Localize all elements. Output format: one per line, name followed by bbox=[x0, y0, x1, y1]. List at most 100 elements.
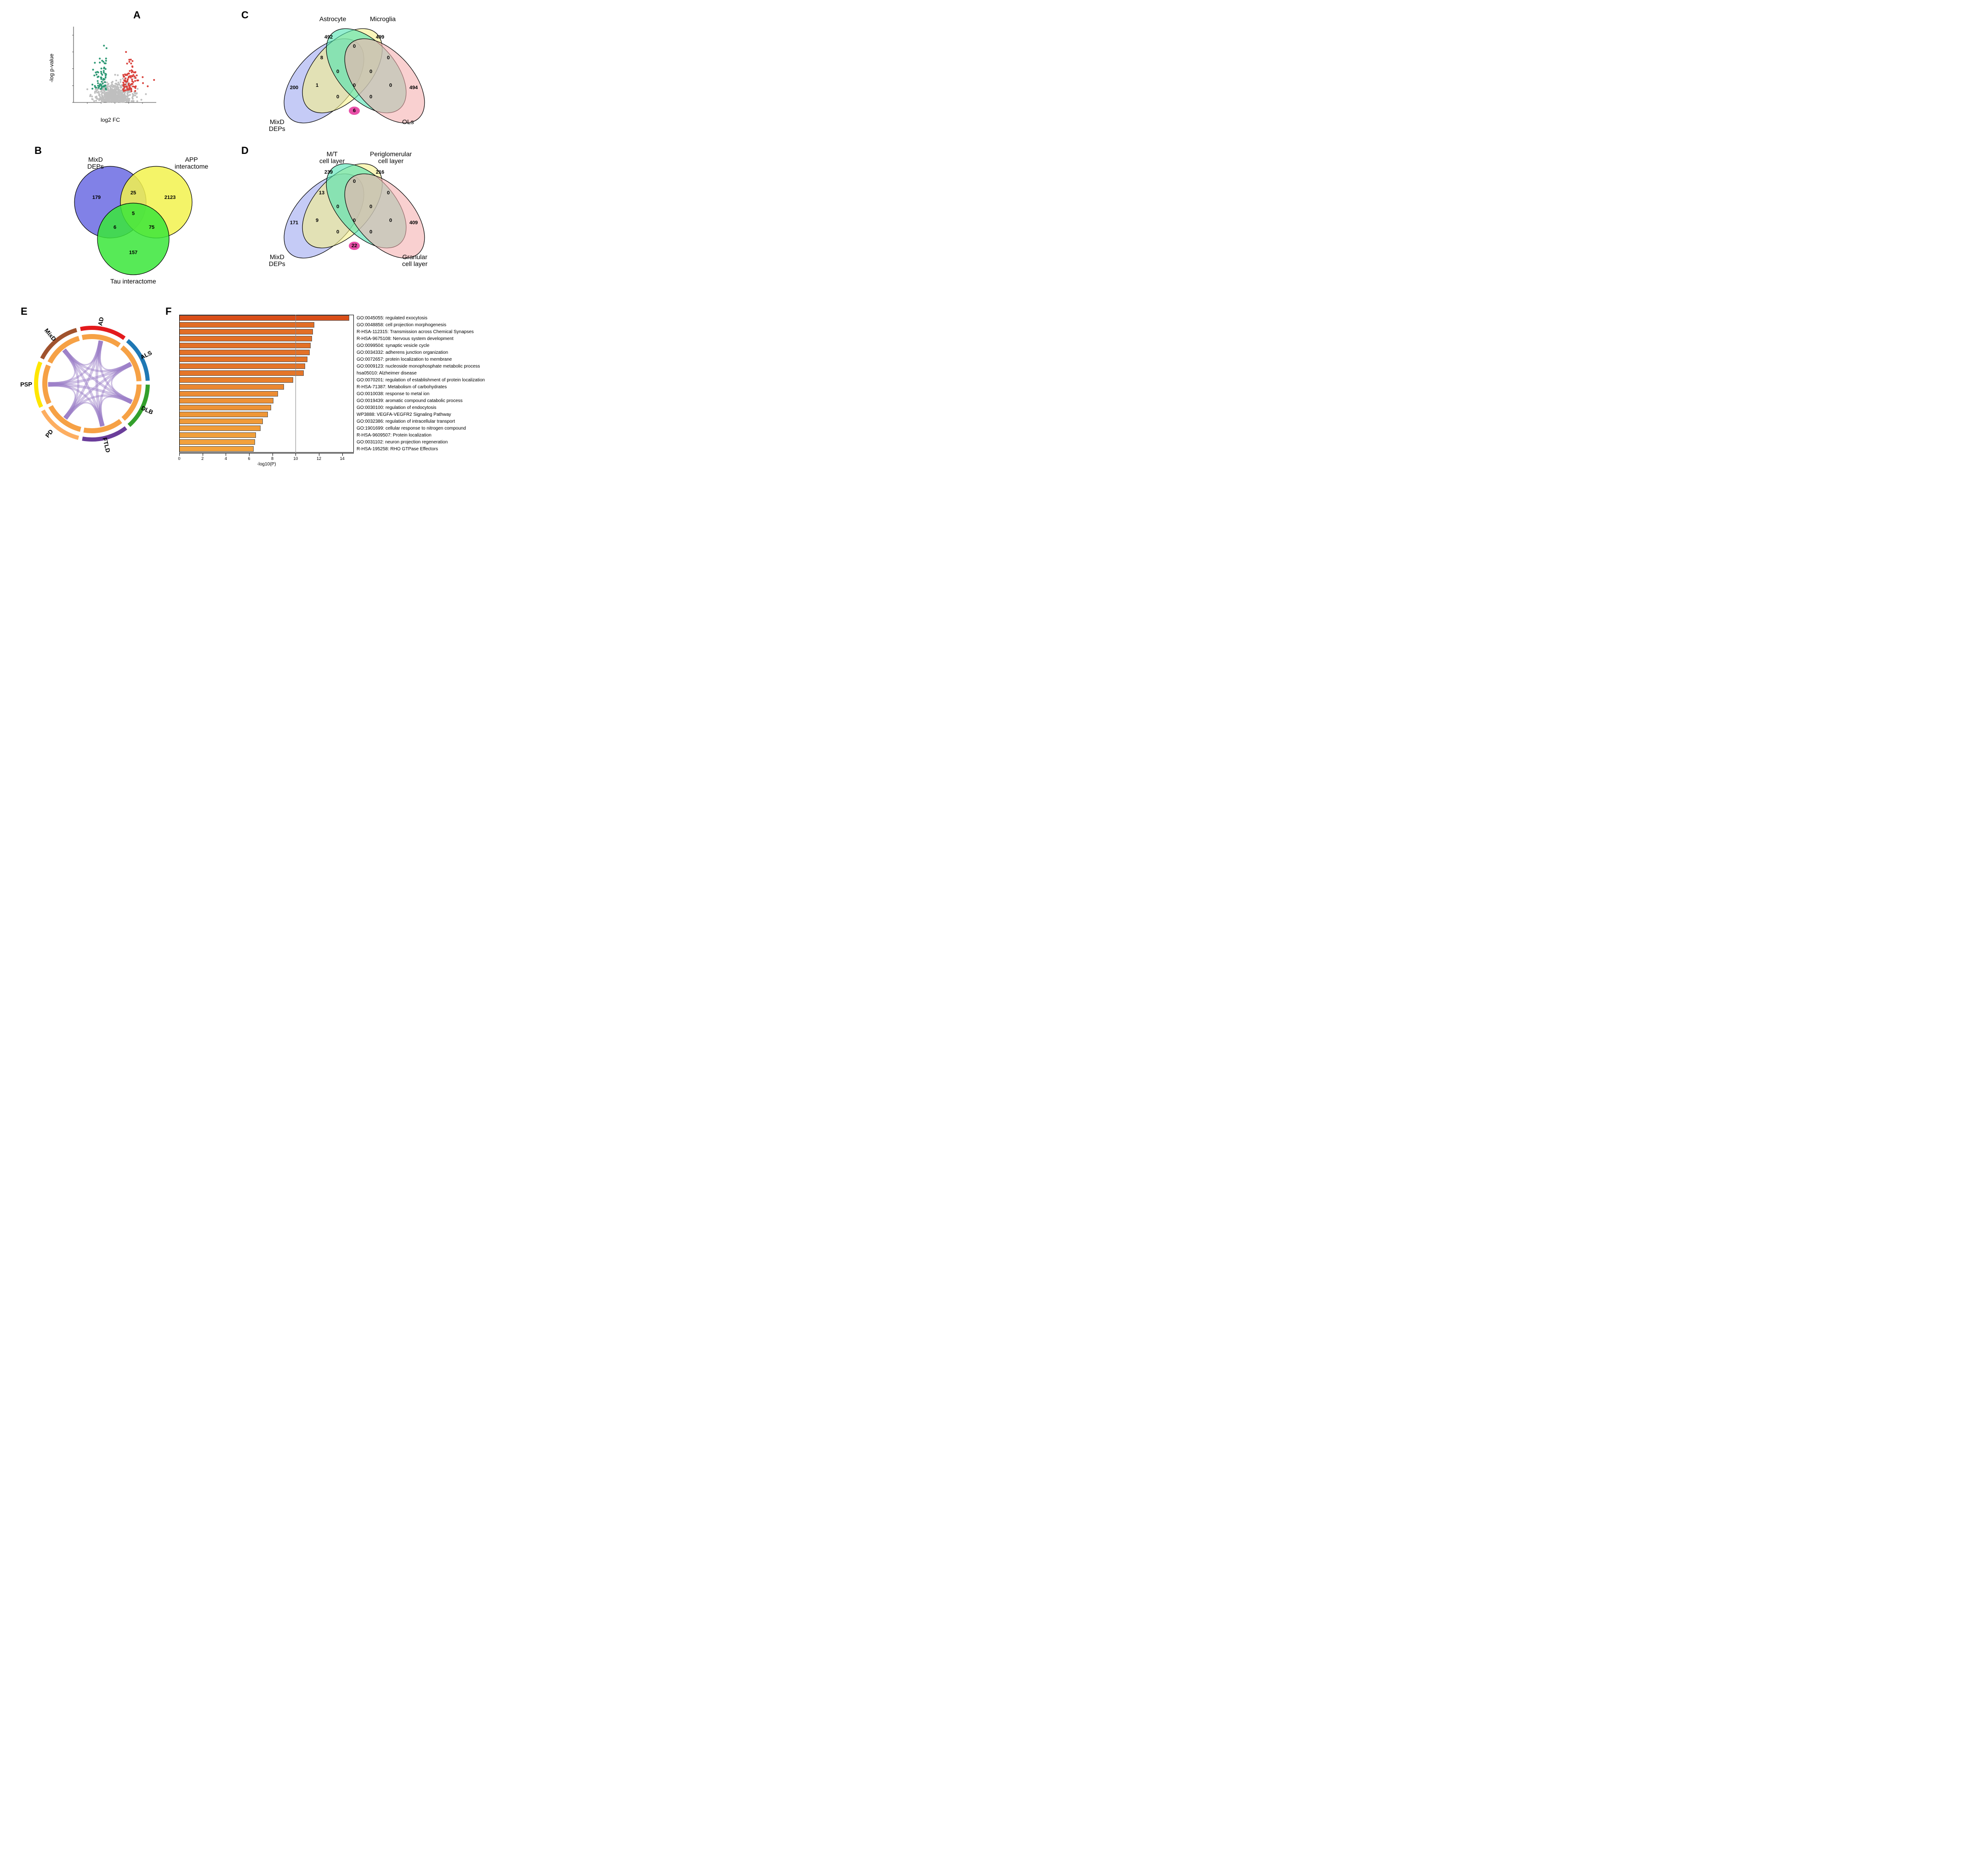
bar-label: R-HSA-9609507: Protein localization bbox=[357, 433, 432, 438]
chord-label-psp: PSP bbox=[20, 381, 32, 388]
bar-row: GO:0032386: regulation of intracellular … bbox=[179, 418, 492, 425]
bar-row: GO:0048858: cell projection morphogenesi… bbox=[179, 322, 492, 328]
bar-row: GO:0009123: nucleoside monophosphate met… bbox=[179, 363, 492, 369]
venn4-count-c: 499 bbox=[376, 34, 384, 40]
bar bbox=[179, 322, 314, 328]
bar-tick-label: 12 bbox=[317, 456, 321, 461]
venn4-count-cd: 0 bbox=[387, 190, 390, 196]
panel-f: GO:0045055: regulated exocytosisGO:00488… bbox=[179, 315, 492, 462]
venn4-count-a: 200 bbox=[290, 85, 298, 91]
bar bbox=[179, 412, 268, 417]
venn4-label-d: Granularcell layer bbox=[402, 254, 427, 268]
venn4-count-acd: 0 bbox=[369, 229, 372, 235]
venn4-label-b: Astrocyte bbox=[319, 16, 346, 23]
bar-row: R-HSA-9675108: Nervous system developmen… bbox=[179, 335, 492, 342]
bar-tick-label: 0 bbox=[178, 456, 180, 461]
bar-label: GO:0034332: adherens junction organizati… bbox=[357, 350, 448, 355]
volcano-svg bbox=[60, 22, 161, 114]
venn4-count-cd: 0 bbox=[387, 55, 390, 61]
bar bbox=[179, 398, 273, 403]
venn4-label-c: Microglia bbox=[370, 16, 396, 23]
venn4-count-ac: 1 bbox=[316, 83, 318, 88]
bar bbox=[179, 357, 307, 362]
bar bbox=[179, 432, 256, 438]
bar-row: GO:0030100: regulation of endocytosis bbox=[179, 404, 492, 411]
bar-label: GO:0010038: response to metal ion bbox=[357, 391, 429, 397]
panel-c-label: C bbox=[241, 9, 249, 21]
venn4-count-abd: 0 bbox=[336, 229, 339, 235]
bar bbox=[179, 439, 255, 445]
bar bbox=[179, 350, 310, 355]
bar bbox=[179, 329, 313, 334]
venn4-count-a: 171 bbox=[290, 220, 298, 226]
venn4-count-bcd: 0 bbox=[369, 69, 372, 74]
venn-b-count-a: 179 bbox=[92, 195, 101, 200]
bar-label: R-HSA-112315: Transmission across Chemic… bbox=[357, 329, 474, 334]
bar-axis: 02468101214-log10(P) bbox=[179, 453, 354, 462]
bar bbox=[179, 446, 254, 452]
bar-label: R-HSA-71387: Metabolism of carbohydrates bbox=[357, 385, 447, 390]
bar-row: GO:0010038: response to metal ion bbox=[179, 391, 492, 397]
bar bbox=[179, 377, 293, 383]
bar-label: hsa05010: Alzheimer disease bbox=[357, 371, 417, 376]
bar-row: WP3888: VEGFA-VEGFR2 Signaling Pathway bbox=[179, 411, 492, 418]
venn-b-count-ac: 6 bbox=[114, 225, 116, 230]
figure-grid: A -log p-value log2 FC C AstrocyteMicrog… bbox=[9, 9, 487, 469]
venn4-count-bc: 0 bbox=[353, 179, 356, 184]
bar-tick-label: 2 bbox=[201, 456, 204, 461]
bar-label: GO:0072657: protein localization to memb… bbox=[357, 357, 452, 362]
bar-tick-label: 8 bbox=[271, 456, 273, 461]
panel-d: M/Tcell layerPeriglomerularcell layerMix… bbox=[250, 147, 443, 266]
venn4-count-abc: 0 bbox=[336, 204, 339, 210]
venn4-count-ab: 13 bbox=[319, 190, 324, 196]
volcano-y-label: -log p-value bbox=[48, 54, 55, 83]
venn-b-count-c: 157 bbox=[129, 250, 137, 255]
bar bbox=[179, 363, 305, 369]
bar-label: GO:0070201: regulation of establishment … bbox=[357, 378, 485, 383]
bar-label: GO:0030100: regulation of endocytosis bbox=[357, 405, 436, 410]
venn4-label-d: OLs bbox=[402, 119, 414, 125]
bar-row: GO:0019439: aromatic compound catabolic … bbox=[179, 397, 492, 404]
bar-label: WP3888: VEGFA-VEGFR2 Signaling Pathway bbox=[357, 412, 451, 417]
bar bbox=[179, 425, 261, 431]
venn4-label-b: M/Tcell layer bbox=[319, 151, 345, 165]
panel-b-label: B bbox=[34, 145, 42, 157]
bar-label: GO:0032386: regulation of intracellular … bbox=[357, 419, 455, 424]
venn-b-count-ab: 25 bbox=[131, 190, 136, 196]
panel-e: ADALSDLBFTLDPDPSPMixD bbox=[23, 312, 161, 450]
bar-row: GO:0099504: synaptic vesicle cycle bbox=[179, 342, 492, 349]
venn-b-count-abc: 5 bbox=[132, 211, 135, 216]
panel-f-label: F bbox=[165, 306, 171, 317]
bar-x-label: -log10(P) bbox=[257, 462, 276, 467]
bar bbox=[179, 391, 278, 397]
panel-d-label: D bbox=[241, 145, 249, 157]
venn4-count-acd: 0 bbox=[369, 94, 372, 100]
bar-label: GO:0031102: neuron projection regenerati… bbox=[357, 440, 448, 445]
bar bbox=[179, 405, 271, 410]
bar-label: R-HSA-195258: RHO GTPase Effectors bbox=[357, 447, 438, 452]
bar-row: R-HSA-71387: Metabolism of carbohydrates bbox=[179, 384, 492, 390]
venn4-count-b: 492 bbox=[324, 34, 333, 40]
bar bbox=[179, 419, 263, 424]
venn4-count-bd: 0 bbox=[389, 218, 392, 223]
bar-label: R-HSA-9675108: Nervous system developmen… bbox=[357, 336, 454, 341]
venn-b-count-bc: 75 bbox=[149, 225, 154, 230]
venn4-svg bbox=[250, 12, 443, 131]
bar bbox=[179, 315, 349, 321]
chord-svg bbox=[23, 312, 161, 450]
bar-row: hsa05010: Alzheimer disease bbox=[179, 370, 492, 376]
venn4-count-abd: 0 bbox=[336, 94, 339, 100]
panel-a-label: A bbox=[133, 9, 141, 21]
bar-row: GO:0070201: regulation of establishment … bbox=[179, 377, 492, 383]
venn4-count-abc: 0 bbox=[336, 69, 339, 74]
bar-tick-label: 14 bbox=[340, 456, 345, 461]
bar bbox=[179, 336, 312, 341]
venn4-count-ad: 6 bbox=[349, 107, 360, 115]
bar-row: GO:0034332: adherens junction organizati… bbox=[179, 349, 492, 356]
bar-row: R-HSA-9609507: Protein localization bbox=[179, 432, 492, 438]
venn-b-count-b: 2123 bbox=[165, 195, 176, 200]
venn4-count-bd: 0 bbox=[389, 83, 392, 88]
bar-row: R-HSA-112315: Transmission across Chemic… bbox=[179, 329, 492, 335]
venn4-label-a: MixDDEPs bbox=[269, 119, 285, 133]
venn4-count-abcd: 0 bbox=[353, 83, 356, 88]
